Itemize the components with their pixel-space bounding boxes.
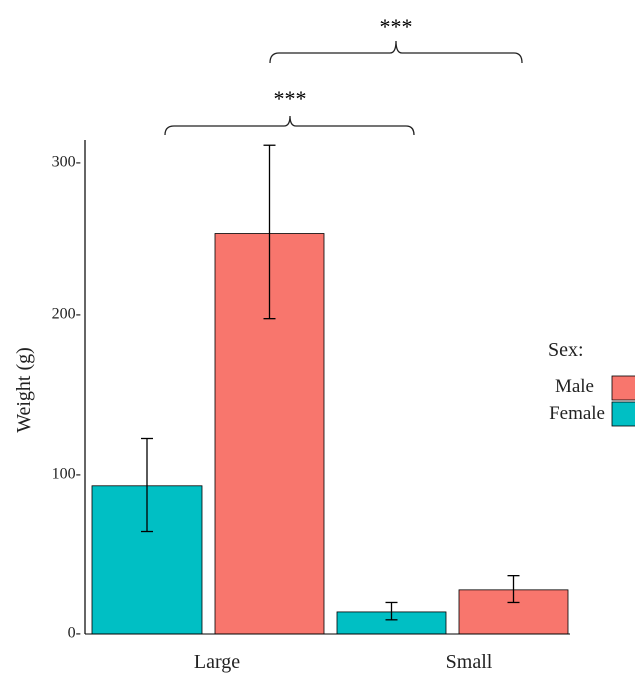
legend-title: Sex:	[548, 339, 584, 361]
legend-label-male: Male	[555, 376, 594, 397]
significance-label-female: ***	[274, 86, 307, 111]
bracket-female-line	[164, 115, 415, 136]
category-label-large: Large	[194, 651, 240, 673]
y-tick-label-100: 100-	[52, 466, 81, 483]
legend: Sex: Male Female	[548, 339, 635, 427]
significance-label-male: ***	[380, 14, 413, 39]
error-bar-small-female	[385, 601, 398, 621]
error-bar-large-male	[263, 144, 276, 320]
error-bar-large-female	[141, 437, 153, 533]
legend-swatch-male	[611, 375, 635, 401]
error-bar-small-male	[507, 575, 520, 604]
significance-bracket-male: ***	[269, 14, 523, 64]
legend-label-female: Female	[549, 403, 605, 424]
y-tick-label-0: 0-	[68, 625, 81, 642]
bracket-male-line	[269, 40, 523, 64]
category-label-small: Small	[446, 651, 493, 673]
legend-swatch-female	[611, 401, 635, 427]
y-tick-label-200: 200-	[52, 306, 81, 323]
significance-bracket-female: ***	[164, 86, 415, 136]
plot-area	[91, 144, 569, 635]
y-tick-label-300: 300-	[52, 154, 81, 171]
y-axis-title: Weight (g)	[13, 347, 35, 433]
